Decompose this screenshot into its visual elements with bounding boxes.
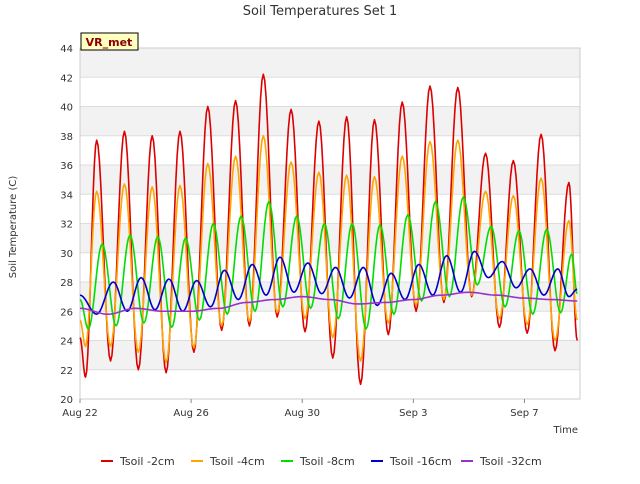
legend-label: Tsoil -32cm [479, 455, 542, 468]
y-tick-label: 24 [60, 337, 73, 348]
series-line-tsoil-2cm [79, 73, 579, 386]
y-tick-label: 26 [60, 307, 73, 318]
legend-label: Tsoil -16cm [389, 455, 452, 468]
legend-label: Tsoil -8cm [299, 455, 355, 468]
station-badge-label: VR_met [86, 36, 133, 49]
plot-frame [79, 47, 581, 400]
plot-band [80, 165, 580, 195]
y-tick-label: 42 [60, 73, 73, 84]
legend-item-tsoil-4cm: Tsoil -4cm [191, 455, 265, 468]
chart-title: Soil Temperatures Set 1 [243, 4, 398, 19]
legend-item-tsoil-16cm: Tsoil -16cm [371, 455, 452, 468]
legend-label: Tsoil -4cm [209, 455, 265, 468]
legend-item-tsoil-32cm: Tsoil -32cm [461, 455, 542, 468]
y-tick-label: 20 [60, 395, 73, 406]
y-tick-label: 40 [60, 103, 73, 114]
x-tick-label: Sep 7 [510, 408, 538, 419]
station-badge: VR_met [80, 32, 139, 51]
plot-band [80, 135, 580, 165]
x-axis-ticks: Aug 22 Aug 26 Aug 30 Sep 3 Sep 7 [62, 399, 539, 419]
y-tick-label: 32 [60, 220, 73, 231]
legend-item-tsoil-8cm: Tsoil -8cm [281, 455, 355, 468]
series-line-tsoil-16cm [79, 250, 578, 315]
station-badge-box [80, 32, 139, 51]
plot-band [80, 194, 580, 224]
series-line-tsoil-32cm [79, 291, 578, 315]
x-tick-label: Aug 30 [285, 408, 320, 419]
y-axis-ticks: 20 22 24 26 28 30 32 34 36 38 40 42 44 [60, 44, 73, 406]
y-tick-label: 36 [60, 161, 73, 172]
y-axis-label: Soil Temperature (C) [8, 176, 19, 279]
y-tick-label: 30 [60, 249, 73, 260]
x-axis-label: Time [553, 425, 578, 436]
legend-item-tsoil-2cm: Tsoil -2cm [101, 455, 175, 468]
y-tick-label: 44 [60, 44, 73, 55]
y-tick-label: 22 [60, 366, 73, 377]
plot-band [80, 77, 580, 107]
plot-band [80, 369, 580, 399]
series-line-tsoil-4cm [79, 134, 578, 364]
plot-band [80, 106, 580, 136]
y-tick-label: 38 [60, 132, 73, 143]
legend: Tsoil -2cm Tsoil -4cm Tsoil -8cm Tsoil -16c… [101, 455, 542, 468]
y-tick-label: 34 [60, 190, 73, 201]
legend-label: Tsoil -2cm [119, 455, 175, 468]
y-tick-label: 28 [60, 278, 73, 289]
series-layer [79, 73, 579, 386]
plot-band [80, 48, 580, 78]
x-tick-label: Aug 26 [173, 408, 208, 419]
x-tick-label: Sep 3 [399, 408, 427, 419]
x-tick-label: Aug 22 [62, 408, 97, 419]
